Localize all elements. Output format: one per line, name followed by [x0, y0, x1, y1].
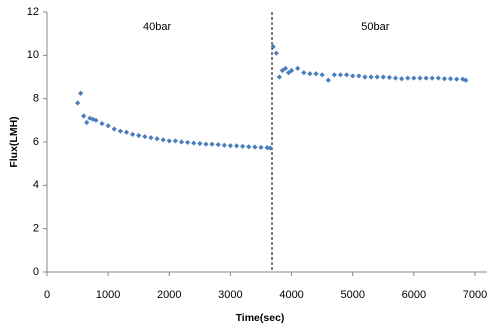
x-tick-label: 2000	[157, 289, 181, 301]
point	[154, 136, 160, 142]
point	[313, 71, 319, 77]
x-tick-label: 0	[44, 289, 50, 301]
point	[142, 133, 148, 140]
point	[166, 138, 172, 144]
point	[447, 76, 454, 82]
point	[227, 143, 234, 149]
point	[233, 143, 240, 149]
point	[267, 145, 273, 151]
x-tick-label: 4000	[279, 289, 303, 301]
point	[279, 67, 285, 74]
point	[240, 143, 246, 149]
point	[454, 76, 460, 82]
point	[81, 113, 87, 119]
point	[258, 144, 264, 151]
point	[399, 76, 405, 82]
point	[172, 138, 178, 144]
point	[270, 44, 276, 50]
point	[197, 140, 203, 147]
point	[411, 75, 417, 81]
point	[288, 67, 295, 74]
point	[185, 139, 191, 146]
point	[209, 141, 215, 147]
x-tick-label: 1000	[96, 289, 120, 301]
y-tick-label: 12	[27, 6, 39, 18]
point	[331, 72, 337, 78]
point	[319, 72, 325, 78]
point	[117, 128, 123, 134]
point	[276, 74, 282, 80]
point	[99, 120, 105, 127]
point	[160, 137, 166, 143]
point	[417, 75, 423, 81]
point	[285, 70, 292, 76]
annotation: 50bar	[361, 21, 389, 33]
point	[90, 116, 96, 122]
point	[380, 74, 386, 80]
y-tick-label: 10	[27, 49, 39, 61]
y-tick-label: 6	[33, 136, 39, 148]
point	[423, 75, 429, 81]
x-tick-label: 5000	[340, 289, 364, 301]
point	[405, 75, 411, 81]
point	[441, 76, 448, 82]
annotation: 40bar	[143, 21, 171, 33]
point	[282, 65, 289, 71]
point	[356, 73, 362, 79]
point	[246, 144, 252, 150]
point	[178, 139, 185, 145]
point	[374, 74, 380, 80]
point	[344, 72, 350, 78]
point	[429, 75, 435, 81]
point	[273, 50, 279, 56]
point	[148, 135, 154, 141]
point	[463, 77, 469, 83]
point	[74, 100, 81, 106]
y-tick-label: 8	[33, 93, 39, 105]
point	[368, 74, 374, 80]
point	[337, 72, 344, 78]
x-tick-label: 6000	[402, 289, 426, 301]
x-tick-label: 3000	[218, 289, 242, 301]
point	[215, 142, 221, 148]
point	[435, 75, 441, 81]
point	[221, 142, 227, 148]
point	[84, 119, 90, 126]
point	[136, 132, 142, 139]
point	[307, 71, 313, 77]
point	[191, 140, 197, 146]
point	[123, 129, 130, 135]
point	[386, 74, 392, 81]
point	[78, 90, 84, 96]
point	[350, 73, 356, 79]
y-tick-label: 4	[33, 179, 39, 191]
point	[301, 70, 307, 76]
point	[130, 131, 136, 138]
y-tick-label: 2	[33, 223, 39, 235]
point	[252, 144, 258, 150]
point	[105, 123, 111, 129]
x-axis-label: Time(sec)	[236, 312, 285, 324]
y-tick-label: 0	[33, 266, 39, 278]
point	[203, 141, 209, 147]
y-axis-label: Flux(LMH)	[8, 116, 20, 167]
point	[362, 74, 368, 80]
x-tick-label: 7000	[463, 289, 487, 301]
point	[325, 77, 331, 83]
point	[264, 145, 270, 151]
point	[392, 75, 399, 81]
point	[295, 65, 301, 71]
point	[93, 117, 99, 123]
point	[111, 126, 117, 132]
